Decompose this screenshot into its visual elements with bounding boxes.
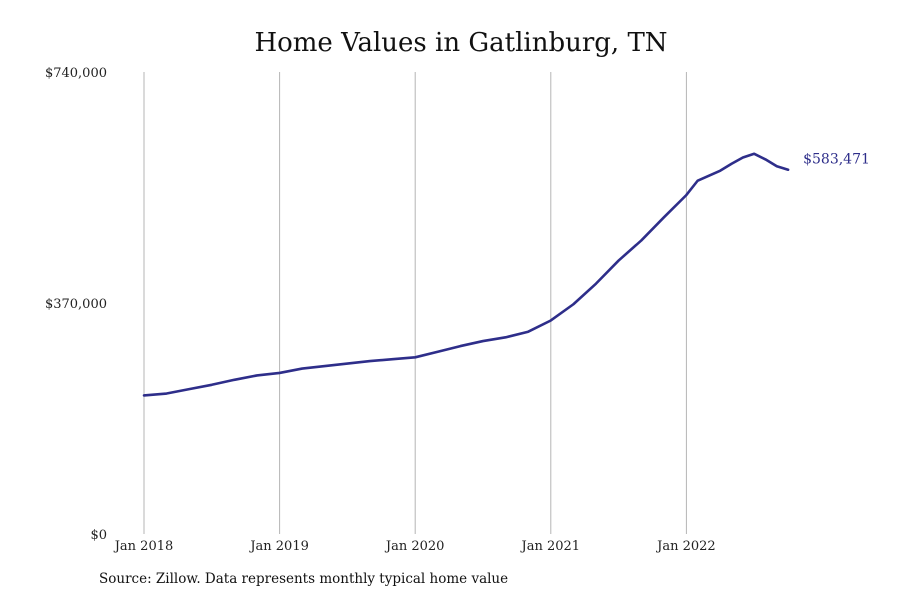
source-note: Source: Zillow. Data represents monthly … bbox=[99, 571, 509, 587]
series-line-0 bbox=[142, 152, 790, 397]
x-tick-label-1: Jan 2019 bbox=[248, 539, 309, 554]
y-axis-tick-labels: $0 $370,000 $740,000 bbox=[45, 66, 107, 543]
x-tick-label-3: Jan 2021 bbox=[520, 539, 581, 554]
x-tick-label-2: Jan 2020 bbox=[384, 539, 445, 554]
y-tick-label-1: $370,000 bbox=[45, 297, 107, 312]
y-tick-label-2: $740,000 bbox=[45, 66, 107, 81]
chart-title: Home Values in Gatlinburg, TN bbox=[254, 28, 667, 58]
x-tick-label-0: Jan 2018 bbox=[113, 539, 174, 554]
x-axis-tick-labels: Jan 2018 Jan 2019 Jan 2020 Jan 2021 Jan 2022 bbox=[113, 539, 716, 554]
x-tick-label-4: Jan 2022 bbox=[655, 539, 716, 554]
end-value-label: $583,471 bbox=[803, 152, 870, 168]
series-layer bbox=[142, 152, 790, 397]
y-tick-label-0: $0 bbox=[90, 528, 107, 543]
gridlines bbox=[143, 72, 687, 534]
